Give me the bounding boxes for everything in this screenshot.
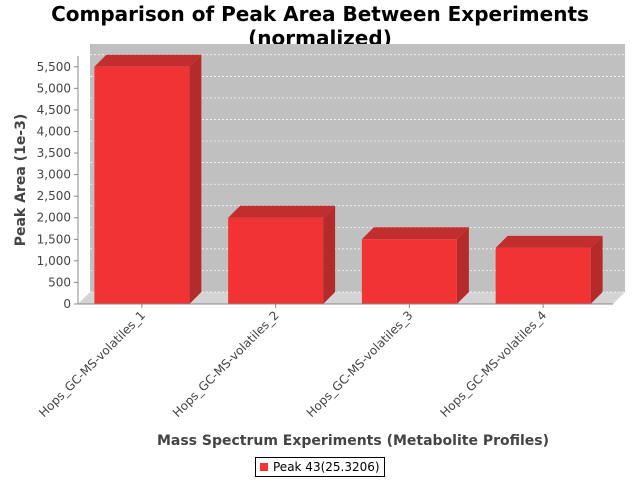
x-tick-label: Hops_GC-MS-volatiles_2 xyxy=(170,308,282,420)
y-tick-label: 3,000 xyxy=(37,168,71,182)
bar-front xyxy=(94,66,190,304)
y-tick-label: 2,500 xyxy=(37,189,71,203)
plot-back-wall xyxy=(90,44,625,292)
bar-front xyxy=(228,217,324,304)
y-axis-ticks: 0 500 1,000 1,500 2,000 2,500 3,000 3,500 4,000 4… xyxy=(37,60,78,311)
y-tick-label: 4,500 xyxy=(37,103,71,117)
legend-swatch xyxy=(260,463,268,471)
y-tick-label: 5,000 xyxy=(37,81,71,95)
bar-side xyxy=(456,227,469,304)
bar xyxy=(361,227,469,304)
bar-side xyxy=(323,205,336,304)
legend: Peak 43(25.3206) xyxy=(255,457,385,477)
bars xyxy=(94,54,603,304)
bar-top xyxy=(228,205,336,218)
y-tick-label: 3,500 xyxy=(37,146,71,160)
bar-side xyxy=(590,235,603,304)
bar-top xyxy=(495,235,603,248)
x-tick-label: Hops_GC-MS-volatiles_3 xyxy=(304,308,416,420)
y-tick-label: 4,000 xyxy=(37,124,71,138)
bar-front xyxy=(495,247,591,304)
bar xyxy=(94,54,202,304)
bar-side xyxy=(189,54,202,304)
bar xyxy=(228,205,336,304)
axes xyxy=(77,56,613,305)
x-tick-label: Hops_GC-MS-volatiles_4 xyxy=(438,308,550,420)
y-tick-label: 500 xyxy=(48,275,71,289)
chart-title-line-1: Comparison of Peak Area Between Experime… xyxy=(51,2,589,26)
bar-top xyxy=(361,227,469,240)
x-tick-label: Hops_GC-MS-volatiles_1 xyxy=(36,308,148,420)
plot-background xyxy=(78,44,625,304)
y-tick-label: 1,000 xyxy=(37,254,71,268)
bar xyxy=(495,235,603,304)
y-tick-label: 5,500 xyxy=(37,60,71,74)
y-axis-title: Peak Area (1e-3) xyxy=(13,114,29,247)
bar-top xyxy=(94,54,202,67)
bar-front xyxy=(361,239,457,304)
x-axis-ticks: Hops_GC-MS-volatiles_1 Hops_GC-MS-volatil… xyxy=(36,304,549,420)
y-tick-label: 1,500 xyxy=(37,232,71,246)
legend-label: Peak 43(25.3206) xyxy=(273,460,380,474)
plot-floor xyxy=(78,292,625,304)
y-tick-label: 2,000 xyxy=(37,211,71,225)
x-axis-title: Mass Spectrum Experiments (Metabolite Pr… xyxy=(157,433,549,449)
y-tick-label: 0 xyxy=(63,297,71,311)
chart-title: Comparison of Peak Area Between Experime… xyxy=(0,2,640,50)
